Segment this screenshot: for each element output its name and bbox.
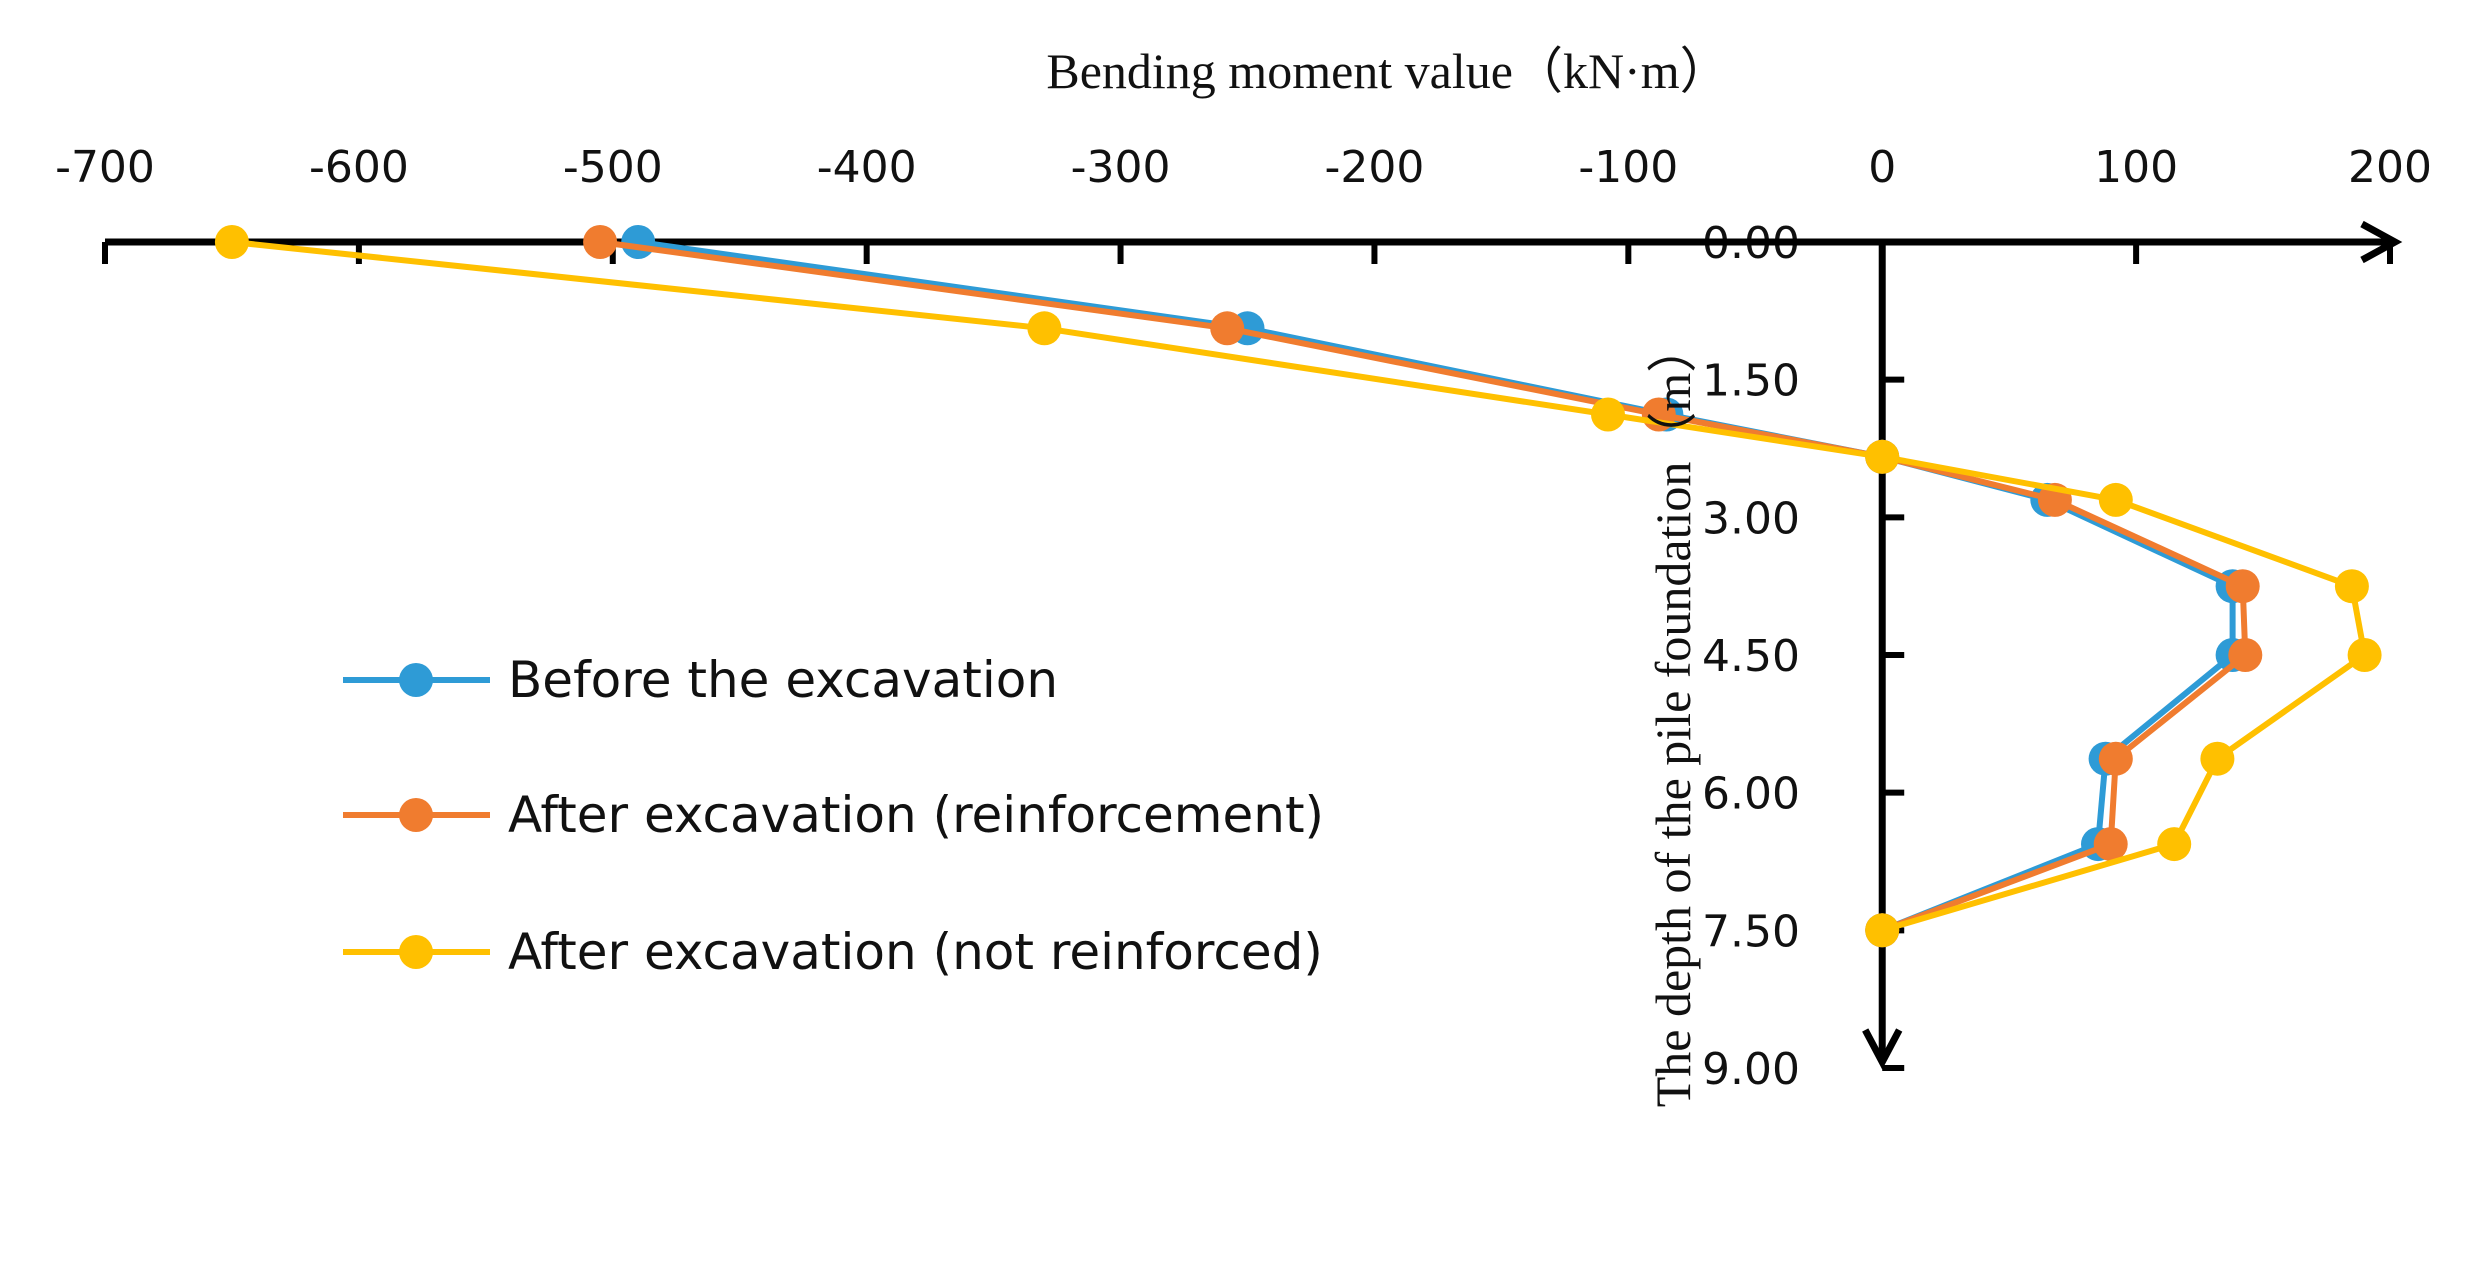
y-tick-label: 4.50 (1702, 631, 1800, 682)
x-tick-label: -600 (309, 142, 409, 193)
y-axis-title: The depth of the pile foundation（m） (1645, 323, 1701, 1108)
y-axis-arrowhead (1862, 1028, 1903, 1070)
data-point (2200, 741, 2235, 776)
data-point (583, 225, 618, 259)
y-tick-label: 9.00 (1702, 1044, 1800, 1095)
x-tick-label: -300 (1071, 142, 1171, 193)
x-tick-label: -200 (1325, 142, 1425, 193)
x-axis-title: Bending moment value（kN·m） (1046, 43, 1729, 99)
y-tick-label: 1.50 (1702, 356, 1800, 407)
series-line (231, 239, 2368, 934)
legend-marker (399, 663, 433, 697)
data-point (2347, 638, 2382, 672)
x-tick-label: 100 (2094, 142, 2178, 193)
legend: Before the excavation After excavation (r… (343, 651, 1324, 981)
data-point (2157, 827, 2192, 862)
data-point (1027, 311, 1062, 346)
y-tick-label: 3.00 (1702, 493, 1800, 544)
data-point (1210, 311, 1245, 346)
data-point (1865, 439, 1900, 474)
x-tick-label: -400 (817, 142, 917, 193)
x-tick-label: -500 (563, 142, 663, 193)
data-point (1865, 913, 1900, 948)
x-tick-label: -700 (55, 142, 155, 193)
y-tick-label: 7.50 (1702, 906, 1800, 957)
x-axis-arrowhead (2360, 220, 2403, 264)
x-tick-label: 0 (1868, 142, 1896, 193)
data-point (2098, 482, 2133, 517)
legend-item: After excavation (reinforcement) (343, 786, 1324, 844)
data-point (214, 225, 249, 259)
data-point (1591, 397, 1625, 432)
data-point (2334, 569, 2369, 604)
legend-label: Before the excavation (508, 651, 1058, 709)
legend-label: After excavation (reinforcement) (508, 786, 1324, 844)
legend-item: Before the excavation (343, 651, 1058, 709)
data-point (2225, 569, 2260, 604)
data-point (621, 225, 656, 259)
legend-label: After excavation (not reinforced) (508, 923, 1323, 981)
data-point (2098, 741, 2133, 776)
data-point (2228, 638, 2263, 672)
y-tick-label: 6.00 (1702, 769, 1800, 820)
series-3 (214, 225, 2382, 948)
series-layer (214, 225, 2382, 948)
legend-marker (399, 798, 433, 832)
x-tick-label: 200 (2348, 142, 2432, 193)
legend-item: After excavation (not reinforced) (343, 923, 1323, 981)
legend-marker (399, 935, 433, 969)
series-line (599, 239, 2249, 934)
data-point (2093, 827, 2128, 862)
x-axis-ticks: -700 -600 -500 -400 -300 -200 -100 0 100 200 (55, 142, 2432, 264)
y-axis-ticks: 0.001.503.004.506.007.509.00 (1702, 218, 1905, 1095)
x-tick-label: -100 (1578, 142, 1678, 193)
